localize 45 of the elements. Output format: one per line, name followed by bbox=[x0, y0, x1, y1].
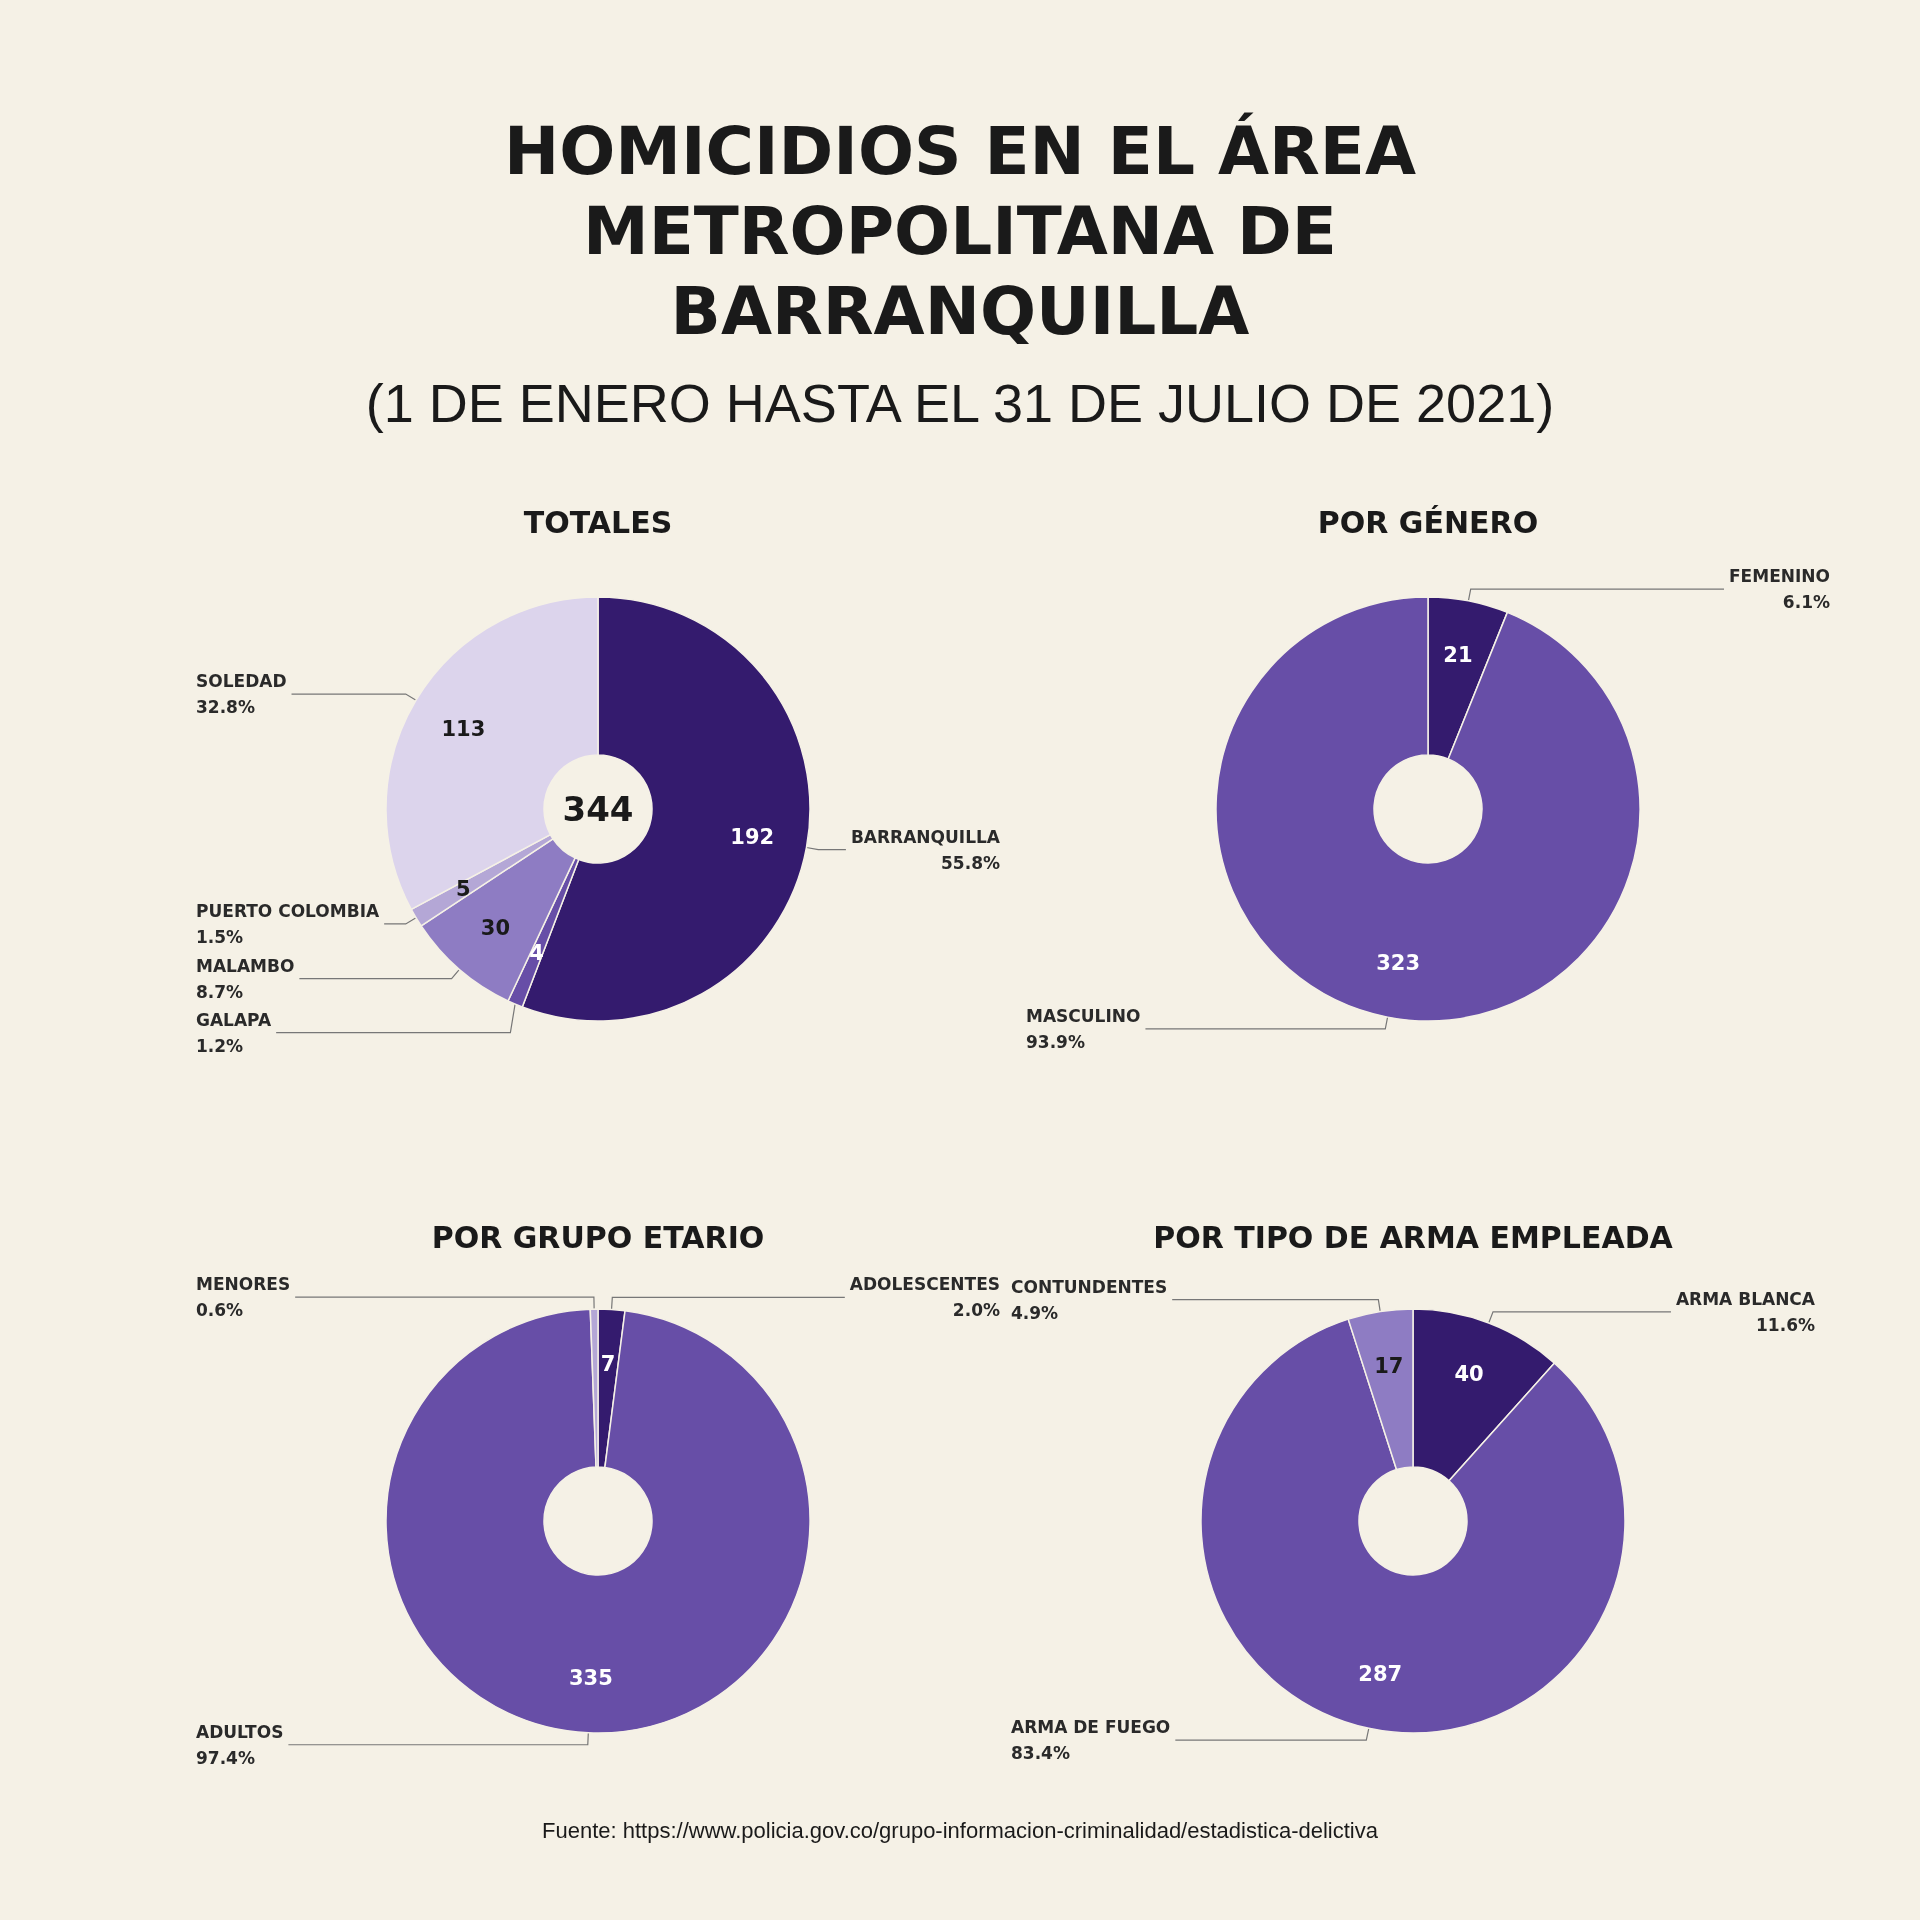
text: 2.0% bbox=[952, 1300, 1000, 1321]
data-label: 323 bbox=[1376, 951, 1421, 975]
text: 97.4% bbox=[196, 1747, 255, 1768]
data-label: 17 bbox=[1374, 1354, 1404, 1379]
slice-label: PUERTO COLOMBIA bbox=[196, 900, 380, 921]
text: (1 DE ENERO HASTA EL 31 DE JULIO DE 2021) bbox=[364, 372, 1556, 434]
slice-label: GALAPA bbox=[196, 1009, 272, 1030]
slice-label: FEMENINO bbox=[1729, 566, 1830, 587]
data-label: 21 bbox=[1443, 643, 1473, 667]
chart-title: POR TIPO DE ARMA EMPLEADA bbox=[1153, 1219, 1674, 1255]
chart-title: POR GÉNERO bbox=[1317, 504, 1539, 540]
chart-title: TOTALES bbox=[523, 504, 673, 540]
data-label: 192 bbox=[730, 825, 775, 850]
text: 83.4% bbox=[1011, 1743, 1070, 1764]
text: 0.6% bbox=[196, 1300, 244, 1321]
text: 32.8% bbox=[196, 697, 255, 718]
text: 93.9% bbox=[1026, 1031, 1085, 1052]
text: 6.1% bbox=[1782, 592, 1830, 613]
slice-label: ARMA BLANCA bbox=[1675, 1288, 1816, 1309]
text: 1.2% bbox=[196, 1035, 244, 1056]
slice-label: SOLEDAD bbox=[196, 671, 287, 692]
data-label: 5 bbox=[456, 877, 471, 902]
source-note: Fuente: https://www.policia.gov.co/grupo-informacion-criminalidad/estadistica-delictiva bbox=[541, 1818, 1379, 1844]
slice-label: ARMA DE FUEGO bbox=[1011, 1717, 1171, 1738]
slice-label: MENORES bbox=[196, 1274, 291, 1295]
text: 4.9% bbox=[1011, 1302, 1059, 1323]
data-label: 113 bbox=[441, 716, 486, 741]
data-label: 287 bbox=[1358, 1662, 1403, 1687]
data-label: 7 bbox=[600, 1352, 616, 1377]
slice-label: BARRANQUILLA bbox=[850, 826, 1001, 847]
text: 344 bbox=[562, 789, 634, 829]
text: 11.6% bbox=[1756, 1314, 1815, 1335]
slice-label: ADOLESCENTES bbox=[849, 1274, 1000, 1295]
slice-label: MALAMBO bbox=[196, 955, 295, 976]
data-label: 30 bbox=[480, 915, 511, 940]
chart-title: POR GRUPO ETARIO bbox=[431, 1219, 765, 1255]
text: 8.7% bbox=[196, 981, 244, 1002]
slice-label: MASCULINO bbox=[1026, 1005, 1141, 1026]
data-label: 335 bbox=[568, 1665, 613, 1690]
slice-label: ADULTOS bbox=[196, 1721, 284, 1742]
text: 1.5% bbox=[196, 926, 244, 947]
text: HOMICIDIOS EN EL ÁREA METROPOLITANA DE BARRANQUILLA bbox=[503, 112, 1417, 352]
slice-label: CONTUNDENTES bbox=[1011, 1276, 1168, 1297]
text: 55.8% bbox=[941, 852, 1000, 873]
data-label: 40 bbox=[1454, 1362, 1484, 1387]
